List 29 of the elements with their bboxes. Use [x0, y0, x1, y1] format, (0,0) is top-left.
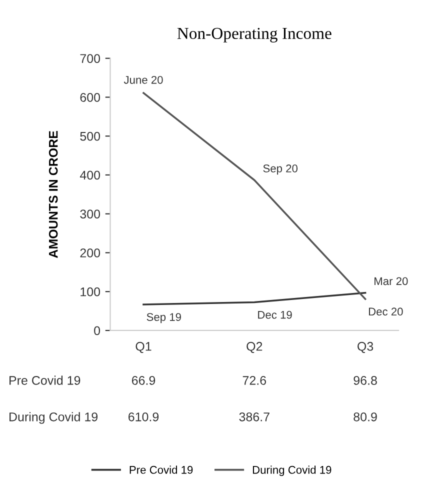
annotation: Sep 19 [146, 313, 181, 324]
y-tick-label: 0 [94, 326, 100, 336]
y-axis-title: AMOUNTS IN CRORE [48, 131, 58, 258]
y-tick-label: 700 [80, 54, 100, 63]
annotation: Dec 19 [258, 310, 292, 319]
data-label: 80.9 [354, 412, 377, 422]
data-label: 66.9 [132, 376, 156, 385]
data-label: 610.9 [128, 412, 159, 422]
text: During Covid 19 [10, 412, 98, 424]
text: Pre Covid 19 [10, 376, 80, 385]
data-label: 96.8 [354, 376, 377, 385]
annotation: Dec 20 [368, 308, 403, 316]
annotation: Sep 20 [263, 164, 298, 175]
y-tick-label: 300 [80, 210, 100, 218]
x-tick-label: Q3 [358, 342, 374, 354]
y-tick-label: 600 [80, 93, 100, 102]
legend-label: During Covid 19 [252, 466, 332, 476]
data-label: 386.7 [239, 412, 270, 422]
x-tick-label: Q2 [246, 342, 262, 354]
y-tick-label: 500 [80, 132, 100, 141]
annotation: June 20 [124, 76, 163, 84]
x-tick-label: Q1 [136, 342, 152, 354]
annotation: Mar 20 [374, 277, 408, 286]
y-tick-label: 100 [80, 287, 100, 296]
y-tick-label: 200 [80, 248, 100, 258]
legend-label: Pre Covid 19 [130, 466, 193, 474]
y-tick-label: 400 [80, 170, 100, 180]
chart-title: Non-Operating Income [177, 28, 332, 42]
data-label: 72.6 [242, 376, 266, 385]
